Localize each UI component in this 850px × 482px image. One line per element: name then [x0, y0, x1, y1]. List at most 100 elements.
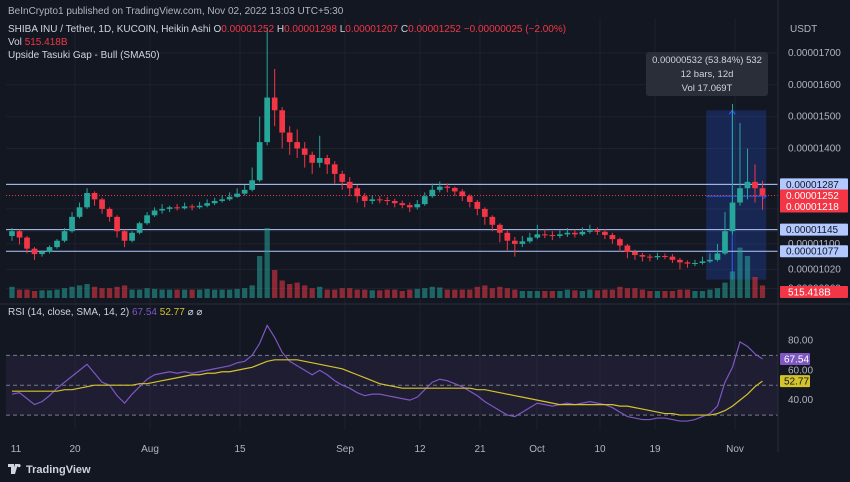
volume-bar — [114, 286, 120, 298]
rsi-tick-label: 60.00 — [788, 365, 813, 376]
candle-body — [429, 189, 436, 197]
volume-bar — [84, 284, 90, 298]
volume-bar — [422, 288, 428, 298]
low-label: L — [339, 24, 346, 35]
volume-bar — [639, 289, 646, 298]
volume-bar — [632, 288, 638, 298]
time-tick-label: 21 — [474, 444, 486, 455]
candle-body — [264, 97, 271, 143]
volume-bar — [429, 286, 435, 298]
volume-bar — [602, 289, 608, 298]
brand-name: TradingView — [26, 464, 91, 476]
candle-body — [316, 158, 323, 163]
candle-body — [331, 164, 338, 174]
price-tick-label: 0.00001500 — [788, 112, 841, 123]
candle-body — [744, 181, 751, 189]
volume-bar — [437, 287, 443, 298]
volume-bar — [587, 289, 593, 298]
rsi-tick-label: 80.00 — [788, 335, 813, 346]
currency-label[interactable]: USDT — [790, 24, 818, 35]
candle-body — [557, 234, 563, 236]
candle-body — [46, 247, 53, 252]
volume-bar — [452, 289, 458, 298]
tradingview-logo[interactable]: TradingView — [8, 464, 91, 476]
rsi-pane — [6, 324, 778, 422]
volume-bar — [257, 256, 263, 298]
candle-body — [129, 232, 135, 241]
price-tag — [780, 223, 848, 236]
price-tag — [780, 200, 848, 213]
study-legend[interactable]: Upside Tasuki Gap - Bull (SMA50) — [8, 50, 160, 61]
volume-bar — [219, 289, 225, 298]
candle-body — [421, 196, 428, 205]
ohlc-legend: SHIBA INU / Tether, 1D, KUCOIN, Heikin A… — [8, 24, 566, 35]
low-value: 0.00001207 — [345, 24, 399, 35]
candle-body — [76, 207, 83, 217]
candle-body — [572, 232, 578, 235]
open-value: 0.00001252 — [221, 24, 275, 35]
price-tag-label: 0.00001218 — [786, 202, 839, 213]
volume-bar — [272, 270, 278, 298]
volume-bar — [279, 280, 285, 298]
volume-bar — [542, 291, 548, 298]
candle-body — [24, 237, 30, 249]
volume-bar — [714, 288, 721, 298]
volume-bar — [174, 289, 180, 298]
candle-body — [54, 240, 60, 248]
candle-body — [759, 188, 766, 196]
volume-bar — [534, 291, 540, 298]
volume-bar — [46, 290, 53, 298]
candle-body — [587, 230, 593, 232]
rsi-ma-legend-value: 52.77 — [159, 307, 185, 318]
volume-bar — [692, 291, 698, 298]
volume-bar — [347, 288, 353, 298]
rsi-tag — [780, 353, 810, 366]
volume-bar — [399, 291, 405, 298]
volume-bar — [564, 289, 570, 298]
volume-bar — [264, 228, 270, 298]
horizontal-levels[interactable] — [6, 183, 778, 252]
candle-body — [294, 142, 301, 149]
candle-body — [541, 234, 548, 236]
volume-bar — [204, 288, 210, 298]
volume-bar — [76, 285, 83, 298]
close-value: 0.00001252 — [408, 24, 461, 35]
candle-body — [707, 259, 713, 262]
volume-bar — [654, 291, 661, 298]
rsi-ma-line — [12, 359, 763, 416]
candle-body — [617, 239, 623, 246]
candle-body — [654, 256, 661, 258]
candle-body — [354, 188, 361, 197]
candle-body — [174, 207, 180, 209]
candle-body — [466, 196, 473, 202]
candle-body — [647, 256, 653, 258]
candle-body — [16, 231, 23, 238]
tradingview-icon — [8, 464, 22, 474]
volume-bar — [624, 288, 631, 298]
price-tag-label: 0.00001077 — [786, 247, 839, 258]
price-tick-label: 0.00001700 — [788, 48, 841, 59]
symbol-title[interactable]: SHIBA INU / Tether, 1D, KUCOIN, Heikin A… — [8, 24, 211, 35]
time-tick-label: Oct — [529, 444, 545, 455]
volume-bar — [572, 290, 578, 298]
time-tick-label: 19 — [649, 444, 661, 455]
measure-bars: 12 bars, 12d — [680, 69, 734, 80]
volume-bar — [414, 288, 420, 298]
volume-bar — [752, 277, 758, 298]
volume-bar — [377, 290, 383, 298]
time-tick-label: Aug — [141, 444, 159, 455]
rsi-title[interactable]: RSI (14, close, SMA, 14, 2) — [8, 307, 130, 318]
candle-body — [624, 245, 631, 252]
volume-tag — [780, 286, 848, 298]
price-tag-label: 0.00001287 — [786, 180, 839, 191]
candle-body — [489, 216, 496, 225]
candle-body — [31, 248, 38, 255]
candle-body — [609, 235, 616, 240]
volume-bar — [722, 282, 728, 298]
grid-lines — [6, 18, 778, 430]
candle-body — [256, 142, 263, 181]
volume-bar — [549, 291, 555, 298]
candle-body — [729, 202, 736, 232]
volume-bar — [489, 288, 495, 298]
